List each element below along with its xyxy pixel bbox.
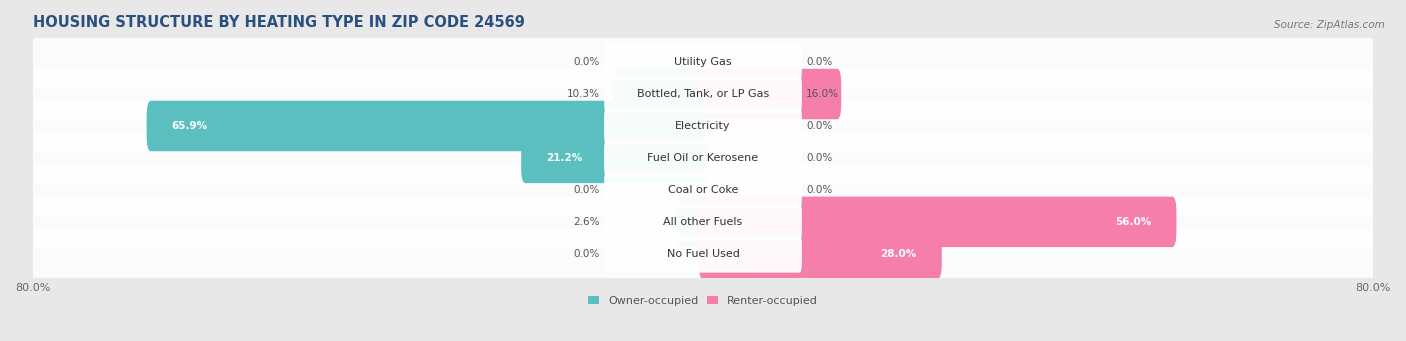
- FancyBboxPatch shape: [32, 100, 1374, 151]
- Text: 0.0%: 0.0%: [806, 153, 832, 163]
- Legend: Owner-occupied, Renter-occupied: Owner-occupied, Renter-occupied: [588, 296, 818, 306]
- FancyBboxPatch shape: [699, 228, 942, 279]
- FancyBboxPatch shape: [605, 203, 801, 241]
- FancyBboxPatch shape: [605, 107, 801, 145]
- FancyBboxPatch shape: [32, 132, 1374, 183]
- Text: 56.0%: 56.0%: [1115, 217, 1152, 227]
- FancyBboxPatch shape: [32, 164, 1374, 216]
- FancyBboxPatch shape: [605, 75, 801, 113]
- FancyBboxPatch shape: [32, 196, 1374, 247]
- Text: HOUSING STRUCTURE BY HEATING TYPE IN ZIP CODE 24569: HOUSING STRUCTURE BY HEATING TYPE IN ZIP…: [32, 15, 524, 30]
- Text: Bottled, Tank, or LP Gas: Bottled, Tank, or LP Gas: [637, 89, 769, 99]
- Text: 0.0%: 0.0%: [574, 57, 600, 67]
- Text: 0.0%: 0.0%: [574, 249, 600, 259]
- Text: 2.6%: 2.6%: [574, 217, 600, 227]
- FancyBboxPatch shape: [32, 228, 1374, 279]
- FancyBboxPatch shape: [146, 101, 707, 151]
- Text: Utility Gas: Utility Gas: [675, 57, 731, 67]
- Text: Source: ZipAtlas.com: Source: ZipAtlas.com: [1274, 20, 1385, 30]
- FancyBboxPatch shape: [522, 133, 707, 183]
- FancyBboxPatch shape: [678, 197, 707, 247]
- Text: All other Fuels: All other Fuels: [664, 217, 742, 227]
- Text: 0.0%: 0.0%: [806, 185, 832, 195]
- FancyBboxPatch shape: [605, 235, 801, 273]
- FancyBboxPatch shape: [605, 139, 801, 177]
- FancyBboxPatch shape: [699, 69, 841, 119]
- Text: 28.0%: 28.0%: [880, 249, 917, 259]
- FancyBboxPatch shape: [32, 69, 1374, 120]
- Text: 0.0%: 0.0%: [806, 121, 832, 131]
- Text: 10.3%: 10.3%: [567, 89, 600, 99]
- Text: 21.2%: 21.2%: [547, 153, 582, 163]
- Text: 0.0%: 0.0%: [574, 185, 600, 195]
- Text: Coal or Coke: Coal or Coke: [668, 185, 738, 195]
- Text: Electricity: Electricity: [675, 121, 731, 131]
- FancyBboxPatch shape: [699, 197, 1177, 247]
- Text: No Fuel Used: No Fuel Used: [666, 249, 740, 259]
- FancyBboxPatch shape: [605, 43, 801, 81]
- Text: 16.0%: 16.0%: [806, 89, 839, 99]
- Text: Fuel Oil or Kerosene: Fuel Oil or Kerosene: [647, 153, 759, 163]
- Text: 65.9%: 65.9%: [172, 121, 208, 131]
- FancyBboxPatch shape: [613, 69, 707, 119]
- FancyBboxPatch shape: [32, 36, 1374, 88]
- FancyBboxPatch shape: [605, 171, 801, 209]
- Text: 0.0%: 0.0%: [806, 57, 832, 67]
